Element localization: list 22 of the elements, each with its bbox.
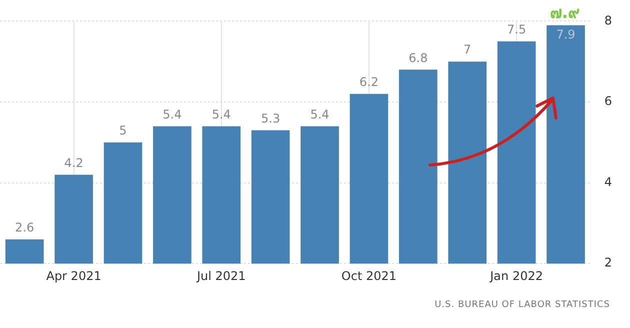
data-label: 6.8 — [408, 50, 428, 65]
y-tick-label: 2 — [604, 256, 612, 270]
annotation: ๗.๙ — [550, 2, 580, 24]
x-tick-label: Oct 2021 — [341, 268, 397, 283]
y-tick-label: 6 — [604, 94, 612, 108]
x-tick-label: Apr 2021 — [46, 268, 102, 283]
data-label: 7.9 — [556, 27, 576, 42]
data-label: 5.4 — [162, 107, 182, 122]
data-label: 6.2 — [359, 75, 379, 90]
text: U.S. BUREAU OF LABOR STATISTICS — [434, 300, 610, 310]
data-label: 5.4 — [212, 107, 231, 122]
data-label: 7 — [464, 42, 472, 57]
x-tick-label: Jan 2022 — [489, 268, 543, 283]
data-label: 7.5 — [507, 22, 526, 37]
y-tick-label: 4 — [604, 174, 612, 189]
data-label: 5.4 — [310, 107, 330, 122]
data-label: 4.2 — [64, 156, 84, 170]
data-label: 2.6 — [15, 220, 34, 234]
data-label: 5 — [119, 124, 127, 138]
x-tick-label: Jul 2021 — [196, 268, 246, 283]
y-tick-label: 8 — [604, 13, 612, 28]
data-label: 5.3 — [261, 111, 280, 126]
